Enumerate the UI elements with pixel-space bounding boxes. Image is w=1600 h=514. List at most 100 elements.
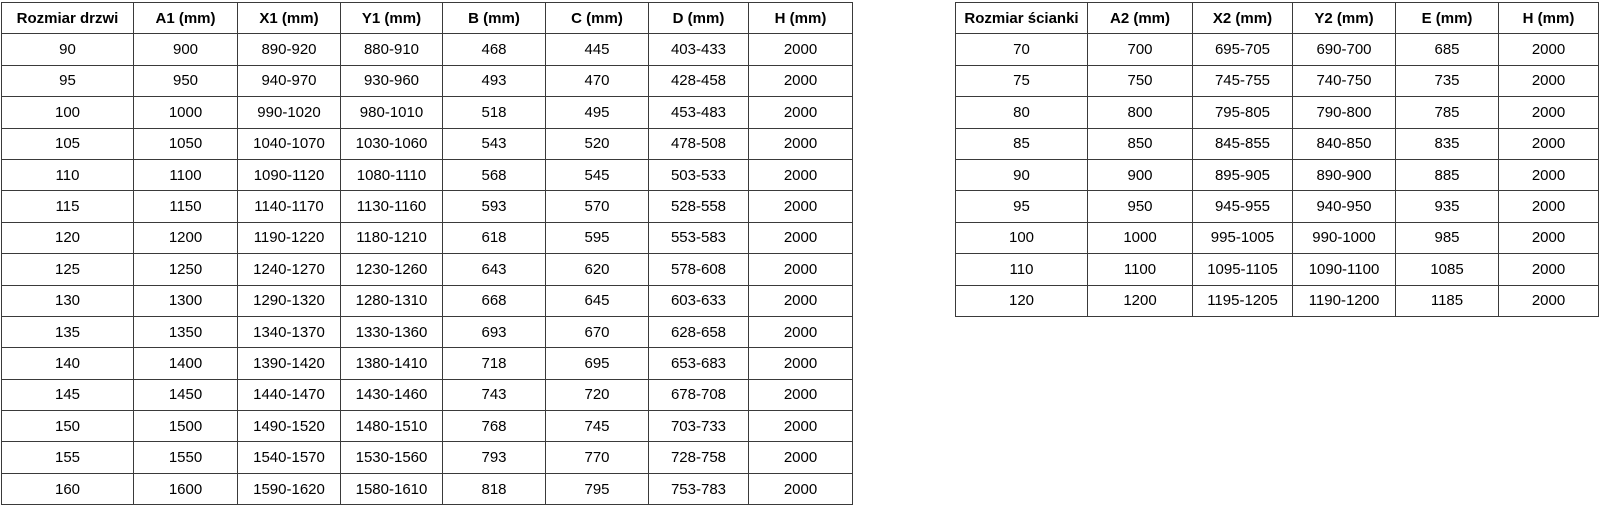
table-cell: 80 <box>955 96 1088 129</box>
table-cell: 100 <box>955 221 1088 255</box>
table-cell: 155 <box>1 441 134 474</box>
column-header: D (mm) <box>648 1 749 35</box>
table-cell: 793 <box>442 441 546 474</box>
table-cell: 1490-1520 <box>237 410 341 443</box>
table-cell: 1090-1100 <box>1292 253 1396 286</box>
table-cell: 1140-1170 <box>237 190 341 223</box>
table-cell: 653-683 <box>648 347 749 380</box>
table-cell: 1430-1460 <box>340 378 443 412</box>
table-cell: 900 <box>1087 158 1193 192</box>
door-size-table: Rozmiar drzwi A1 (mm) X1 (mm) Y1 (mm) B (mm)… <box>1 1 853 506</box>
table-cell: 2000 <box>748 347 853 380</box>
table-cell: 1050 <box>133 127 238 160</box>
table-cell: 1440-1470 <box>237 378 341 412</box>
table-cell: 105 <box>1 127 134 160</box>
table-cell: 1190-1220 <box>237 221 341 255</box>
table-row: 160 1600 1590-1620 1580-1610 818 795 753-783 20… <box>1 472 853 506</box>
table-cell: 1250 <box>133 253 238 286</box>
table-cell: 110 <box>1 158 134 192</box>
table-cell: 890-900 <box>1292 158 1396 192</box>
table-cell: 1230-1260 <box>340 253 443 286</box>
table-cell: 1450 <box>133 378 238 412</box>
table-cell: 980-1010 <box>340 96 443 129</box>
table-cell: 120 <box>1 221 134 255</box>
table-cell: 700 <box>1087 33 1193 66</box>
table-cell: 930-960 <box>340 64 443 98</box>
table-cell: 120 <box>955 284 1088 317</box>
table-cell: 950 <box>133 64 238 98</box>
table-cell: 135 <box>1 315 134 349</box>
table-cell: 578-608 <box>648 253 749 286</box>
table-cell: 743 <box>442 378 546 412</box>
table-cell: 90 <box>955 158 1088 192</box>
table-cell: 790-800 <box>1292 96 1396 129</box>
table-cell: 678-708 <box>648 378 749 412</box>
table-cell: 885 <box>1395 158 1499 192</box>
table-cell: 1540-1570 <box>237 441 341 474</box>
column-header: H (mm) <box>748 1 853 35</box>
table-cell: 470 <box>545 64 649 98</box>
table-row: 125 1250 1240-1270 1230-1260 643 620 578-608 20… <box>1 253 853 286</box>
table-row: 95 950 940-970 930-960 493 470 428-458 2000 <box>1 64 853 98</box>
table-cell: 110 <box>955 253 1088 286</box>
table-cell: 735 <box>1395 64 1499 98</box>
table-row: 70 700 695-705 690-700 685 2000 <box>955 33 1599 66</box>
table-cell: 840-850 <box>1292 127 1396 160</box>
table-cell: 1240-1270 <box>237 253 341 286</box>
table-cell: 703-733 <box>648 410 749 443</box>
table-cell: 520 <box>545 127 649 160</box>
table-cell: 753-783 <box>648 472 749 506</box>
table-cell: 1290-1320 <box>237 284 341 317</box>
column-header: Rozmiar drzwi <box>1 1 134 35</box>
table-row: 100 1000 990-1020 980-1010 518 495 453-483 2000 <box>1 96 853 129</box>
column-header: Rozmiar ścianki <box>955 1 1088 35</box>
table-cell: 1040-1070 <box>237 127 341 160</box>
table-row: 75 750 745-755 740-750 735 2000 <box>955 64 1599 98</box>
column-header: E (mm) <box>1395 1 1499 35</box>
table-cell: 1100 <box>1087 253 1193 286</box>
table-cell: 950 <box>1087 190 1193 223</box>
table-cell: 2000 <box>748 33 853 66</box>
header-row: Rozmiar ścianki A2 (mm) X2 (mm) Y2 (mm) E (m… <box>955 1 1599 35</box>
table-cell: 1000 <box>1087 221 1193 255</box>
wall-size-table: Rozmiar ścianki A2 (mm) X2 (mm) Y2 (mm) E (m… <box>955 1 1599 317</box>
table-cell: 940-970 <box>237 64 341 98</box>
table-cell: 493 <box>442 64 546 98</box>
table-cell: 553-583 <box>648 221 749 255</box>
table-row: 120 1200 1195-1205 1190-1200 1185 2000 <box>955 284 1599 317</box>
table-cell: 2000 <box>1498 127 1599 160</box>
table-cell: 468 <box>442 33 546 66</box>
table-cell: 150 <box>1 410 134 443</box>
table-cell: 670 <box>545 315 649 349</box>
table-cell: 495 <box>545 96 649 129</box>
table-cell: 445 <box>545 33 649 66</box>
table-cell: 1200 <box>133 221 238 255</box>
table-cell: 800 <box>1087 96 1193 129</box>
table-cell: 900 <box>133 33 238 66</box>
table-cell: 945-955 <box>1192 190 1293 223</box>
table-cell: 545 <box>545 158 649 192</box>
table-cell: 1200 <box>1087 284 1193 317</box>
table-cell: 693 <box>442 315 546 349</box>
table-cell: 695-705 <box>1192 33 1293 66</box>
table-cell: 1190-1200 <box>1292 284 1396 317</box>
table-cell: 1350 <box>133 315 238 349</box>
table-cell: 453-483 <box>648 96 749 129</box>
table-row: 135 1350 1340-1370 1330-1360 693 670 628-658 20… <box>1 315 853 349</box>
table-cell: 645 <box>545 284 649 317</box>
table-cell: 2000 <box>748 64 853 98</box>
column-header: X1 (mm) <box>237 1 341 35</box>
table-cell: 845-855 <box>1192 127 1293 160</box>
table-cell: 130 <box>1 284 134 317</box>
column-header: H (mm) <box>1498 1 1599 35</box>
table-row: 120 1200 1190-1220 1180-1210 618 595 553-583 20… <box>1 221 853 255</box>
table-cell: 593 <box>442 190 546 223</box>
table-row: 110 1100 1090-1120 1080-1110 568 545 503-533 20… <box>1 158 853 192</box>
table-cell: 935 <box>1395 190 1499 223</box>
column-header: B (mm) <box>442 1 546 35</box>
table-cell: 1500 <box>133 410 238 443</box>
table-cell: 795 <box>545 472 649 506</box>
table-cell: 2000 <box>748 96 853 129</box>
table-cell: 628-658 <box>648 315 749 349</box>
table-cell: 690-700 <box>1292 33 1396 66</box>
